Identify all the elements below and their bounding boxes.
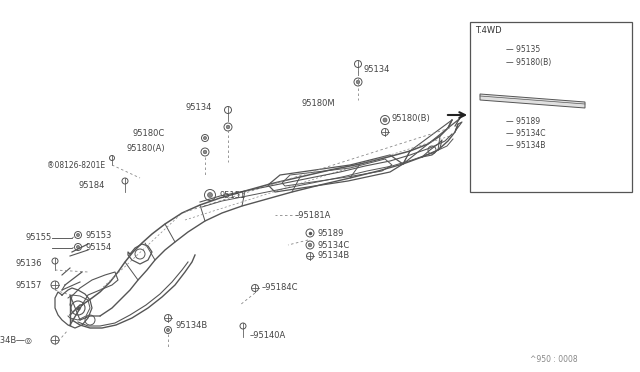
Circle shape [226, 125, 230, 129]
Circle shape [204, 137, 207, 140]
Text: 95154: 95154 [85, 243, 111, 251]
Text: — 95189: — 95189 [506, 118, 540, 126]
Text: 95151: 95151 [220, 190, 246, 199]
Circle shape [497, 60, 500, 64]
Text: 95189: 95189 [318, 228, 344, 237]
Text: — 95135: — 95135 [506, 45, 540, 55]
Text: –95184C: –95184C [262, 283, 298, 292]
Text: T.4WD: T.4WD [475, 26, 502, 35]
Circle shape [308, 243, 312, 247]
Polygon shape [480, 94, 585, 108]
Text: 95157: 95157 [15, 280, 42, 289]
Text: –95140A: –95140A [250, 330, 286, 340]
Circle shape [383, 118, 387, 122]
Circle shape [76, 246, 79, 248]
Text: 95134: 95134 [364, 65, 390, 74]
Circle shape [166, 328, 170, 331]
Text: 95134: 95134 [186, 103, 212, 112]
Text: 95134C: 95134C [318, 241, 350, 250]
Text: — 95180(B): — 95180(B) [506, 58, 551, 67]
Text: 95134B―◎: 95134B―◎ [0, 336, 32, 344]
Text: 95136: 95136 [15, 260, 42, 269]
Text: — 95134B: — 95134B [506, 141, 545, 150]
Circle shape [356, 80, 360, 84]
Circle shape [207, 193, 212, 198]
Text: ®08126-8201E: ®08126-8201E [47, 160, 105, 170]
Text: 95134B: 95134B [176, 321, 208, 330]
Circle shape [76, 233, 79, 237]
Text: 95180(A): 95180(A) [126, 144, 165, 153]
Text: 95153: 95153 [85, 231, 111, 240]
Bar [470, 22, 632, 192]
Circle shape [204, 150, 207, 154]
Text: — 95134C: — 95134C [506, 129, 545, 138]
Text: ^950 : 0008: ^950 : 0008 [530, 355, 578, 364]
Circle shape [497, 132, 500, 135]
Text: 95155: 95155 [26, 234, 52, 243]
Text: 95180C: 95180C [132, 128, 165, 138]
Text: 95180M: 95180M [302, 99, 335, 109]
Text: 95134B: 95134B [318, 251, 350, 260]
Text: –95181A: –95181A [295, 211, 332, 219]
Text: 95184: 95184 [79, 180, 105, 189]
Text: 95180(B): 95180(B) [392, 113, 431, 122]
